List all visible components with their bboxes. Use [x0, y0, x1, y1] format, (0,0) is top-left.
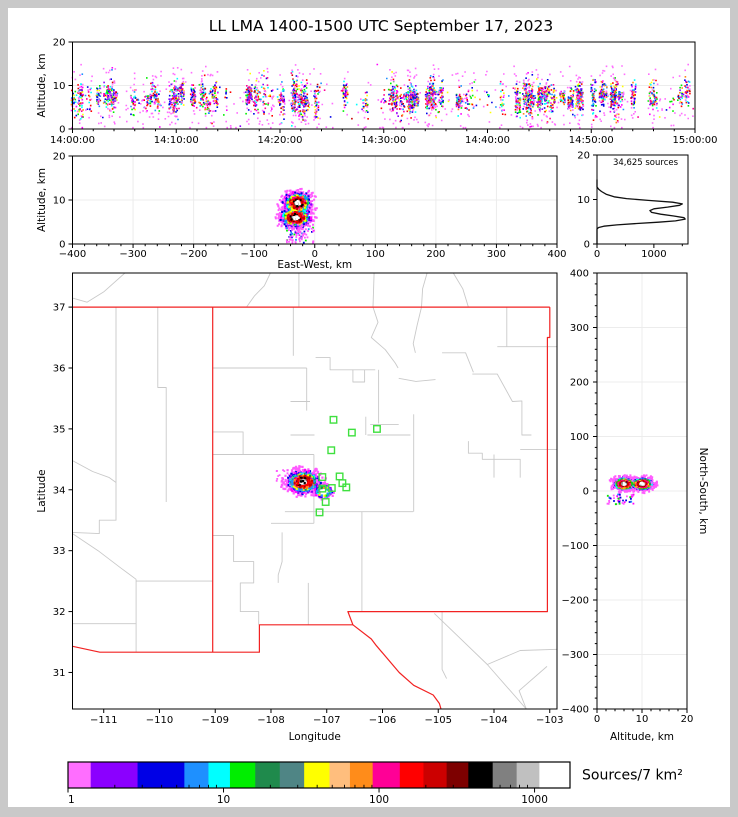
axis-text: 14:10:00	[154, 135, 199, 146]
axis-text: 14:20:00	[258, 135, 303, 146]
axis-text: Altitude, km	[610, 731, 674, 743]
panel-alt-histogram: 0 1000 0 10 20 34,625 sources	[577, 151, 689, 260]
axis-text: 20	[53, 38, 66, 49]
panel-ew-height: −400 −300 −200 −100 0 100 200 300 400 0 10 20 East-W…	[36, 152, 567, 272]
lma-station-marker	[342, 483, 351, 492]
axis-text: −104	[480, 715, 507, 726]
axis-text: 1000	[521, 794, 548, 806]
lma-station-marker	[329, 415, 338, 424]
lma-station-marker	[315, 508, 324, 517]
axis-text: 0	[312, 249, 318, 260]
lma-station-marker	[327, 446, 336, 455]
panels-group: 14:00:00 14:10:00 14:20:00 14:30:00 14:40:00…	[36, 38, 717, 807]
axis-text: 20	[53, 152, 66, 163]
sources-count-annotation: 34,625 sources	[613, 158, 679, 168]
axis-text: 14:30:00	[361, 135, 406, 146]
axis-text: 100	[369, 794, 389, 806]
axis-text: −108	[257, 715, 284, 726]
axis-text: −300	[119, 249, 146, 260]
axis-text: 100	[570, 432, 589, 443]
lma-station-marker	[318, 473, 327, 481]
histogram-curve	[596, 179, 686, 244]
axis-text: North-South, km	[697, 448, 709, 535]
figure-title: LL LMA 1400-1500 UTC September 17, 2023	[209, 17, 553, 35]
axis-text: 100	[366, 249, 385, 260]
axis-text: −103	[536, 715, 563, 726]
lma-station-marker	[347, 428, 356, 437]
axis-text: 20	[681, 714, 694, 725]
storm-cluster	[280, 465, 335, 501]
axis-text: East-West, km	[277, 259, 352, 271]
axis-text: 36	[53, 363, 66, 374]
axis-text: −110	[146, 715, 173, 726]
axis-text: 0	[594, 714, 600, 725]
axis-text: 0	[594, 249, 600, 260]
axis-text: Latitude	[36, 469, 48, 512]
axis-text: Altitude, km	[36, 53, 48, 117]
lma-station-marker	[373, 424, 381, 433]
axis-text: −100	[240, 249, 267, 260]
axis-text: 0	[583, 487, 589, 498]
panel-plan-view: −111 −110 −109 −108 −107 −106 −105 −104 −103 31 32…	[36, 272, 563, 743]
lma-station-marker	[327, 484, 336, 492]
axis-text: 0	[59, 240, 65, 251]
axis-text: 14:00:00	[50, 135, 95, 146]
axis-text: −109	[201, 715, 228, 726]
colorbar-segments	[68, 762, 571, 788]
axis-text: 200	[570, 378, 589, 389]
axis-text: 1	[68, 794, 75, 806]
axis-text: 14:40:00	[465, 135, 510, 146]
axis-text: 31	[53, 668, 66, 679]
axis-text: 300	[570, 323, 589, 334]
axis-text: 10	[53, 81, 66, 92]
axis-text: −400	[562, 705, 589, 716]
axis-text: Longitude	[289, 731, 341, 743]
axis-text: 20	[577, 151, 590, 162]
axis-text: −400	[59, 249, 86, 260]
axis-text: 14:50:00	[569, 135, 614, 146]
axis-text: 15:00:00	[673, 135, 718, 146]
axis-text: 10	[53, 196, 66, 207]
axis-text: 10	[577, 195, 590, 206]
axis-text: 10	[217, 794, 230, 806]
axis-text: 37	[53, 303, 66, 314]
axis-text: 400	[570, 269, 589, 280]
axis-text: −105	[425, 715, 452, 726]
axis-text: −200	[180, 249, 207, 260]
axis-text: 400	[547, 249, 566, 260]
axis-text: −106	[369, 715, 396, 726]
panel-ns-height: 0 10 20 −400 −300 −200 −100 0 100 200 300 400 Altitu…	[562, 269, 709, 744]
lma-station-marker	[318, 484, 327, 493]
figure-canvas	[8, 8, 730, 807]
axis-text: −200	[562, 596, 589, 607]
axis-text: 300	[487, 249, 506, 260]
axis-text: −300	[562, 650, 589, 661]
axis-text: 33	[53, 546, 66, 557]
axis-text: −107	[313, 715, 340, 726]
axis-text: 200	[426, 249, 445, 260]
axis-text: 0	[59, 125, 65, 136]
axis-text: 32	[53, 607, 66, 618]
colorbar: 1 10 100 1000 Sources/7 km²	[67, 761, 683, 806]
axis-text: −100	[562, 541, 589, 552]
axis-text: 0	[584, 240, 590, 251]
axis-text: 35	[53, 424, 66, 435]
axis-text: 34	[53, 485, 66, 496]
lma-station-marker	[321, 498, 330, 506]
axis-text: 1000	[641, 249, 666, 260]
axis-text: 10	[636, 714, 649, 725]
state-borders	[72, 306, 551, 709]
axis-text: Altitude, km	[36, 168, 48, 232]
lma-stations	[315, 415, 381, 517]
colorbar-label: Sources/7 km²	[582, 768, 683, 784]
axis-text: −111	[90, 715, 117, 726]
panel-time-height: 14:00:00 14:10:00 14:20:00 14:30:00 14:40:00…	[36, 38, 717, 147]
